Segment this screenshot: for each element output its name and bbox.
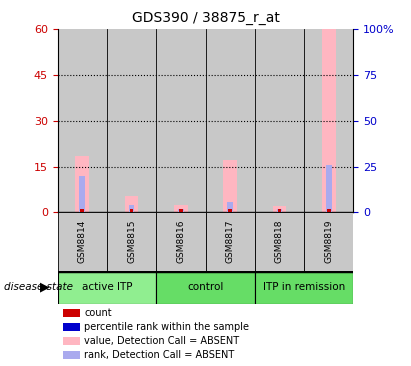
Text: active ITP: active ITP	[82, 282, 132, 292]
Bar	[229, 209, 232, 212]
Bar	[326, 165, 332, 212]
Text: GSM8818: GSM8818	[275, 220, 284, 263]
Bar	[206, 29, 255, 212]
Bar	[304, 29, 353, 212]
Bar	[58, 29, 107, 212]
Bar	[272, 206, 286, 212]
Bar	[156, 29, 206, 212]
Bar	[322, 29, 336, 212]
Text: value, Detection Call = ABSENT: value, Detection Call = ABSENT	[84, 336, 239, 346]
Text: GSM8819: GSM8819	[324, 220, 333, 263]
Text: GSM8814: GSM8814	[78, 220, 87, 263]
Bar	[58, 271, 156, 304]
Bar	[277, 209, 282, 212]
Text: GSM8816: GSM8816	[176, 220, 185, 263]
Bar	[255, 271, 353, 304]
Bar	[107, 212, 156, 271]
Bar	[206, 212, 255, 271]
Bar	[58, 212, 107, 271]
Bar	[178, 209, 184, 212]
Bar	[79, 176, 85, 212]
Bar	[81, 209, 84, 212]
Bar	[125, 195, 139, 212]
Bar	[63, 323, 80, 331]
Bar	[75, 156, 89, 212]
Text: GSM8817: GSM8817	[226, 220, 235, 263]
Bar	[255, 29, 304, 212]
Bar	[130, 209, 133, 212]
Text: ITP in remission: ITP in remission	[263, 282, 345, 292]
Bar	[107, 29, 156, 212]
Bar	[63, 351, 80, 359]
Bar	[227, 202, 233, 212]
Bar	[179, 209, 182, 212]
Bar	[156, 271, 255, 304]
Bar	[278, 209, 281, 212]
Text: rank, Detection Call = ABSENT: rank, Detection Call = ABSENT	[84, 350, 234, 360]
Bar	[223, 160, 237, 212]
Bar	[255, 212, 304, 271]
Title: GDS390 / 38875_r_at: GDS390 / 38875_r_at	[132, 11, 279, 26]
Text: control: control	[187, 282, 224, 292]
Text: disease state: disease state	[4, 282, 73, 292]
Bar	[63, 337, 80, 345]
Text: percentile rank within the sample: percentile rank within the sample	[84, 322, 249, 332]
Text: ▶: ▶	[40, 281, 50, 294]
Bar	[174, 205, 188, 212]
Text: count: count	[84, 308, 112, 318]
Bar	[304, 212, 353, 271]
Bar	[129, 205, 134, 212]
Bar	[327, 209, 330, 212]
Text: GSM8815: GSM8815	[127, 220, 136, 263]
Bar	[63, 309, 80, 317]
Bar	[156, 212, 206, 271]
